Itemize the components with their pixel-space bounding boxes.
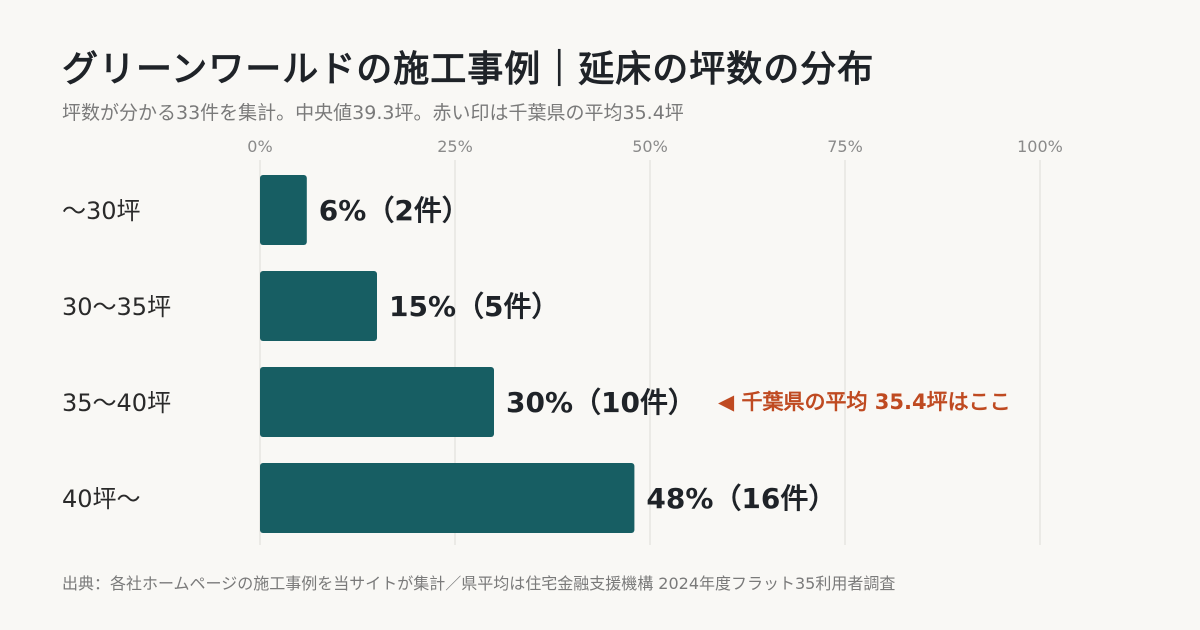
category-label: 35〜40坪	[62, 389, 171, 417]
bar	[260, 463, 635, 533]
category-label: 30〜35坪	[62, 293, 171, 321]
value-label: 15%（5件）	[389, 290, 560, 323]
x-tick-label: 25%	[437, 137, 473, 156]
x-tick-label: 50%	[632, 137, 668, 156]
category-label: 40坪〜	[62, 485, 141, 513]
category-label: 〜30坪	[62, 197, 141, 225]
value-label: 6%（2件）	[319, 194, 470, 227]
bar	[260, 271, 377, 341]
x-tick-label: 100%	[1017, 137, 1063, 156]
x-tick-label: 75%	[827, 137, 863, 156]
chart-subtitle: 坪数が分かる33件を集計。中央値39.3坪。赤い印は千葉県の平均35.4坪	[62, 102, 684, 124]
bar	[260, 175, 307, 245]
bar	[260, 367, 494, 437]
prefecture-average-annotation: ◀ 千葉県の平均 35.4坪はここ	[718, 390, 1011, 414]
value-label: 30%（10件）	[506, 386, 696, 419]
chart-title: グリーンワールドの施工事例｜延床の坪数の分布	[62, 49, 875, 90]
x-tick-label: 0%	[247, 137, 272, 156]
value-label: 48%（16件）	[646, 482, 836, 515]
source-note: 出典：各社ホームページの施工事例を当サイトが集計／県平均は住宅金融支援機構 20…	[62, 574, 896, 593]
